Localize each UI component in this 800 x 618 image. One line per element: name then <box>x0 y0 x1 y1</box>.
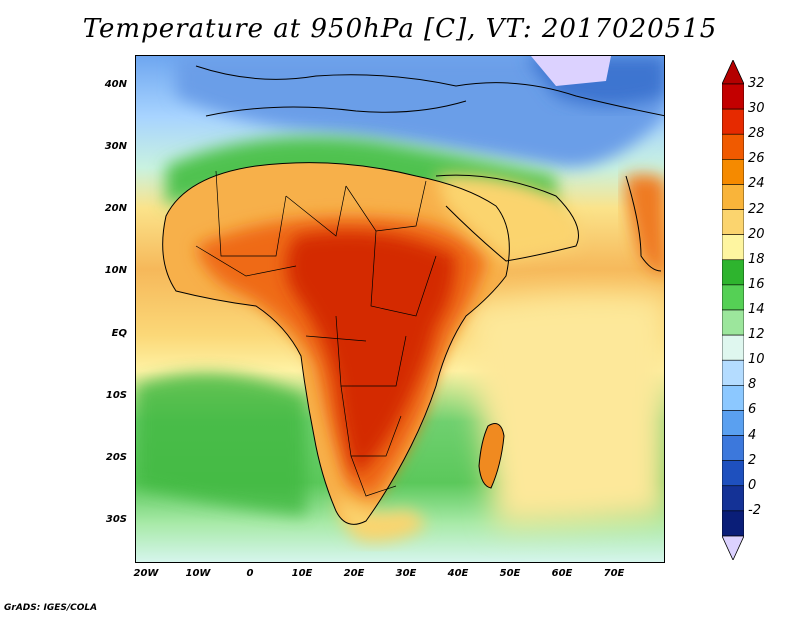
colorbar-cell <box>722 485 744 512</box>
y-tick-label: 40N <box>104 79 127 90</box>
colorbar-cell <box>722 334 744 361</box>
madagascar-region <box>479 423 504 488</box>
colorbar-label: 2 <box>748 452 757 468</box>
x-tick-label: 20E <box>343 568 365 579</box>
colorbar-cell <box>722 410 744 436</box>
x-tick-label: 60E <box>551 568 573 579</box>
colorbar-cell <box>722 184 744 210</box>
colorbar-cell <box>722 284 744 311</box>
colorbar-label: 22 <box>748 201 765 217</box>
colorbar-label: 32 <box>748 76 765 91</box>
south-tip-region <box>336 496 426 542</box>
colorbar-label: 18 <box>748 251 765 267</box>
x-tick-label: 20W <box>133 568 159 579</box>
colorbar-label: 28 <box>748 126 765 142</box>
y-tick-label: 20N <box>104 203 127 214</box>
northern-cold-region <box>176 56 664 168</box>
colorbar-cell <box>722 133 744 160</box>
colorbar-label: 4 <box>748 427 757 443</box>
coastlines <box>162 65 664 525</box>
colorbar-cell <box>722 435 744 461</box>
colorbar-label: 12 <box>748 327 765 343</box>
map-canvas <box>136 56 664 562</box>
colorbar-label: 20 <box>748 226 765 242</box>
colorbar-cell <box>722 359 744 386</box>
colorbar-cell <box>722 234 744 261</box>
colorbar-cell <box>722 309 744 336</box>
colorbar-under-triangle <box>722 535 744 560</box>
x-tick-label: 10W <box>185 568 211 579</box>
colorbar-label: 30 <box>748 101 765 117</box>
x-tick-label: 70E <box>603 568 625 579</box>
country-borders <box>195 170 437 497</box>
colorbar-label: 16 <box>748 276 765 292</box>
footer-credit: GrADS: IGES/COLA <box>4 603 98 613</box>
colorbar-cell <box>722 259 744 286</box>
y-tick-label: 10S <box>105 390 127 401</box>
colorbar-label: 6 <box>748 402 757 418</box>
colorbar-cell <box>722 209 744 235</box>
colorbar-label: 26 <box>748 151 765 167</box>
india-region <box>626 174 664 276</box>
below-range-region <box>531 56 611 86</box>
colorbar-label: 0 <box>748 477 757 493</box>
colorbar-label: 8 <box>748 377 757 393</box>
colorbar-label: 14 <box>748 302 765 317</box>
map-title: Temperature at 950hPa [C], VT: 201702051… <box>82 14 718 44</box>
x-tick-label: 50E <box>499 568 521 579</box>
colorbar-cell <box>722 159 744 185</box>
colorbar <box>722 60 744 560</box>
colorbar-over-triangle <box>722 60 744 85</box>
y-tick-label: 30N <box>104 141 127 152</box>
y-tick-label: 10N <box>104 265 127 276</box>
africa-hottest-region <box>286 231 456 476</box>
arabia-region <box>436 175 579 261</box>
colorbar-cell <box>722 385 744 411</box>
south-atlantic-cool-region <box>136 373 306 516</box>
indian-ocean-warm-region <box>466 292 664 526</box>
colorbar-cell <box>722 108 744 135</box>
colorbar-label: 10 <box>748 352 765 368</box>
x-tick-label: 0 <box>246 568 254 579</box>
y-tick-label: EQ <box>111 328 127 339</box>
temperature-map <box>135 55 665 563</box>
colorbar-label: -2 <box>748 502 761 518</box>
x-tick-label: 10E <box>291 568 313 579</box>
y-tick-label: 20S <box>105 452 127 463</box>
y-tick-label: 30S <box>105 514 127 525</box>
x-tick-label: 40E <box>447 568 469 579</box>
x-tick-label: 30E <box>395 568 417 579</box>
colorbar-cell <box>722 510 744 537</box>
colorbar-cell <box>722 83 744 110</box>
colorbar-cell <box>722 460 744 487</box>
colorbar-label: 24 <box>748 176 765 192</box>
